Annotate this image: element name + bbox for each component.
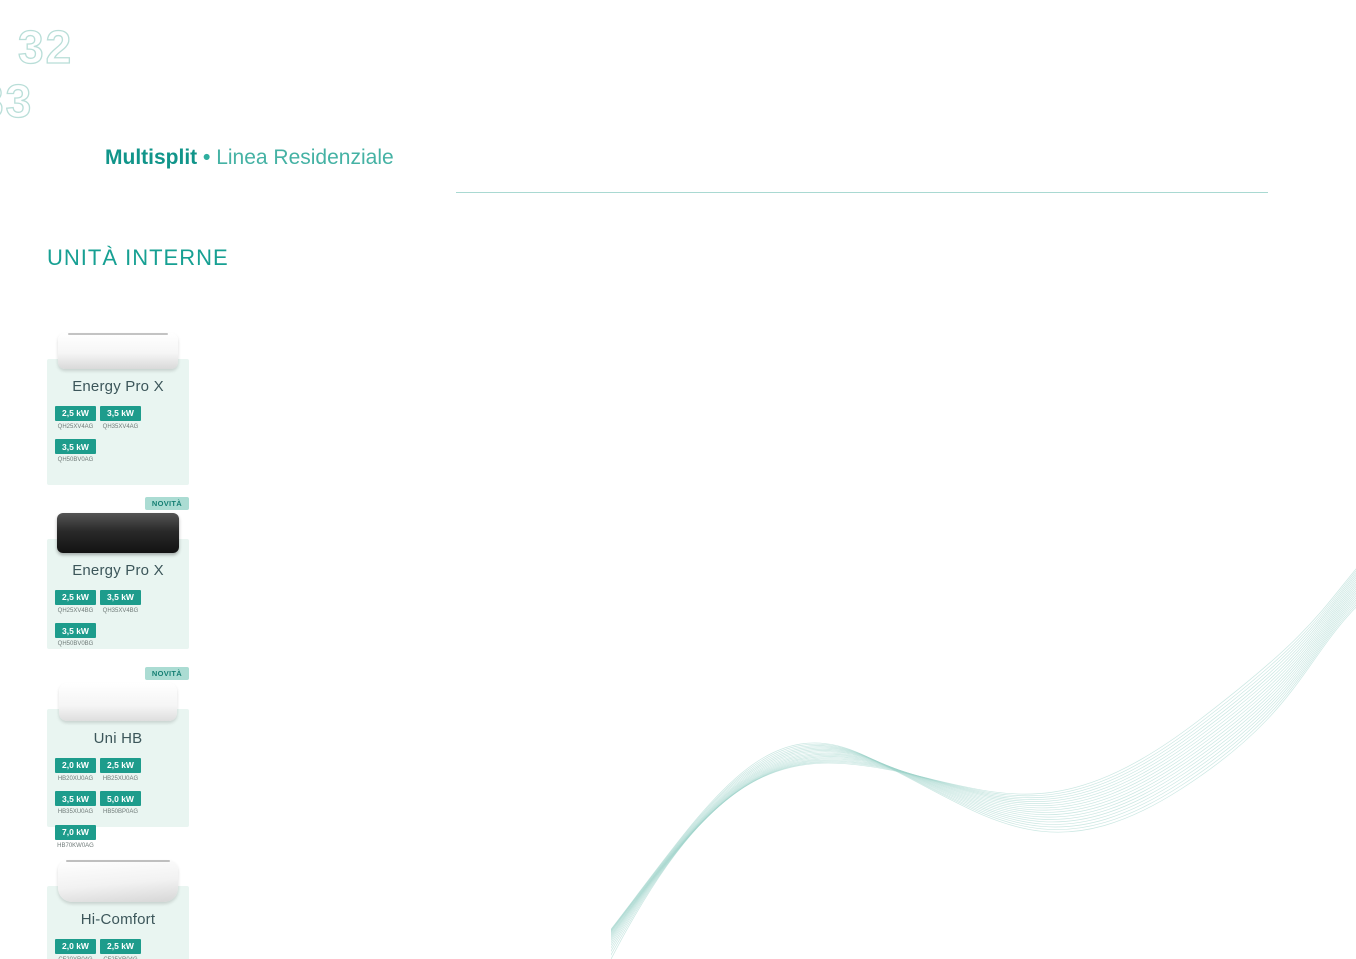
- power-badge: 3,5 kW: [55, 623, 96, 638]
- power-badge: 3,5 kW: [55, 439, 96, 454]
- model-badge-item: 3,5 kW QH50BV0BG: [53, 621, 98, 647]
- model-badge-item: 3,5 kW QH35XV4AG: [98, 403, 143, 430]
- wave-line: [611, 606, 1356, 930]
- wave-line: [611, 568, 1356, 959]
- card-background-panel: [47, 359, 189, 485]
- wave-line: [611, 586, 1356, 938]
- model-badge-item: 3,5 kW QH50BV0AG: [53, 437, 98, 463]
- header-title-main: Multisplit: [105, 146, 198, 169]
- model-code: QH35XV4BG: [102, 607, 139, 614]
- header-title-sub: Linea Residenziale: [216, 146, 394, 169]
- bullet-separator: •: [203, 146, 211, 169]
- power-badge: 3,5 kW: [55, 791, 96, 806]
- power-badge: 2,0 kW: [55, 757, 96, 773]
- wave-line: [611, 583, 1356, 940]
- model-badge-item: 5,0 kW HB50BP0AG: [98, 789, 143, 815]
- wave-line: [611, 592, 1356, 935]
- model-badge-item: 2,0 kW CF20YR04G: [53, 936, 98, 959]
- model-code: QH50BV0AG: [57, 457, 94, 463]
- wave-line: [611, 572, 1356, 953]
- header-title: Multisplit • Linea Residenziale: [105, 146, 1356, 170]
- power-badge-list: 2,5 kW QH25XV4BG 3,5 kW QH35XV4BG 3,5 kW QH50…: [47, 579, 189, 654]
- model-code: CF20YR04G: [53, 957, 98, 959]
- model-code: QH25XV4AG: [57, 423, 94, 430]
- power-badge: 7,0 kW: [55, 824, 96, 840]
- model-badge-item: 2,0 kW HB20XU0AG: [53, 755, 98, 782]
- product-card-energy-pro-x: Energy Pro X 2,5 kW QH25XV4AG 3,5 kW QH35XV4…: [47, 333, 189, 485]
- model-code: QH25XV4BG: [57, 607, 94, 614]
- power-badge: 2,5 kW: [55, 405, 96, 421]
- power-badge: 5,0 kW: [100, 791, 141, 806]
- model-code: CF25YR04G: [98, 957, 143, 959]
- product-card-energy-pro-x: NOVITÀ Energy Pro X 2,5 kW QH25XV4BG 3,5 kW Q…: [47, 497, 189, 649]
- wave-line: [611, 588, 1356, 937]
- power-badge-list: 2,5 kW QH25XV4AG 3,5 kW QH35XV4AG 3,5 kW QH50…: [47, 395, 189, 470]
- page-number-right: 33: [0, 74, 34, 127]
- power-badge-list: 2,0 kW HB20XU0AG 2,5 kW HB25XU0AG 3,5 kW HB35…: [47, 747, 189, 856]
- model-code: HB35XU0AG: [57, 809, 94, 815]
- product-card-hi-comfort: Hi-Comfort 2,0 kW CF20YR04G 2,5 kW CF25YR04G…: [47, 860, 189, 959]
- power-badge-list: 2,0 kWCF20YR04G2,5 kWCF25YR04G3,5 kWCF35…: [47, 928, 189, 959]
- card-title: Uni HB: [93, 730, 143, 747]
- wave-line: [611, 595, 1356, 934]
- model-code: QH35XV4AG: [102, 423, 139, 430]
- model-badge-item: 3,5 kW HB35XU0AG: [53, 789, 98, 815]
- model-badge-item: 2,5 kW QH25XV4AG: [53, 403, 98, 430]
- header-divider: [456, 192, 1268, 193]
- wave-line: [611, 597, 1356, 933]
- wave-line: [611, 579, 1356, 944]
- model-code: HB50BP0AG: [102, 809, 139, 815]
- section-title: UNITÀ INTERNE: [47, 245, 229, 270]
- indoor-unit-cards-left: Energy Pro X 2,5 kW QH25XV4AG 3,5 kW QH35XV4…: [47, 333, 189, 959]
- model-badge-item: 2,5 kW HB25XU0AG: [98, 755, 143, 782]
- power-badge: 3,5 kW: [100, 405, 141, 421]
- wave-line: [611, 602, 1356, 932]
- power-badge: 2,0 kW: [55, 938, 96, 954]
- model-badge-item: 2,5 kW CF25YR04G: [98, 936, 143, 959]
- model-code: QH50BV0BG: [57, 641, 94, 647]
- wave-line: [611, 599, 1356, 932]
- page-number-left: 32: [17, 20, 74, 73]
- wave-line: [611, 570, 1356, 956]
- wave-line: [611, 581, 1356, 942]
- novita-badge: NOVITÀ: [144, 497, 189, 510]
- model-code: HB25XU0AG: [102, 775, 139, 782]
- power-badge: 2,5 kW: [55, 589, 96, 605]
- wall-unit-black-image: [57, 513, 179, 553]
- novita-badge: NOVITÀ: [144, 667, 189, 680]
- model-badge-item: 2,5 kW QH25XV4BG: [53, 587, 98, 614]
- card-title: Energy Pro X: [72, 562, 164, 579]
- model-badge-item: 3,5 kW QH35XV4BG: [98, 587, 143, 614]
- wall-unit-uni-hb-image: [59, 683, 177, 721]
- model-code: HB70KW0AG: [57, 842, 94, 849]
- power-badge: 3,5 kW: [100, 589, 141, 605]
- wave-line: [611, 574, 1356, 949]
- wave-line: [611, 577, 1356, 946]
- model-code: HB20XU0AG: [57, 775, 94, 782]
- wave-line: [611, 590, 1356, 936]
- power-badge: 2,5 kW: [100, 757, 141, 773]
- model-badge-item: 7,0 kW HB70KW0AG: [53, 822, 98, 849]
- decorative-wave-pattern: [611, 568, 1356, 959]
- product-card-uni-hb: NOVITÀ Uni HB 2,0 kW HB20XU0AG 2,5 kW HB25XU0…: [47, 667, 189, 849]
- card-title: Hi-Comfort: [80, 911, 156, 928]
- wave-line: [611, 604, 1356, 931]
- wall-unit-white-image: [58, 333, 178, 369]
- card-title: Energy Pro X: [72, 378, 164, 395]
- wall-unit-hi-comfort-image: [58, 860, 178, 902]
- power-badge: 2,5 kW: [100, 938, 141, 954]
